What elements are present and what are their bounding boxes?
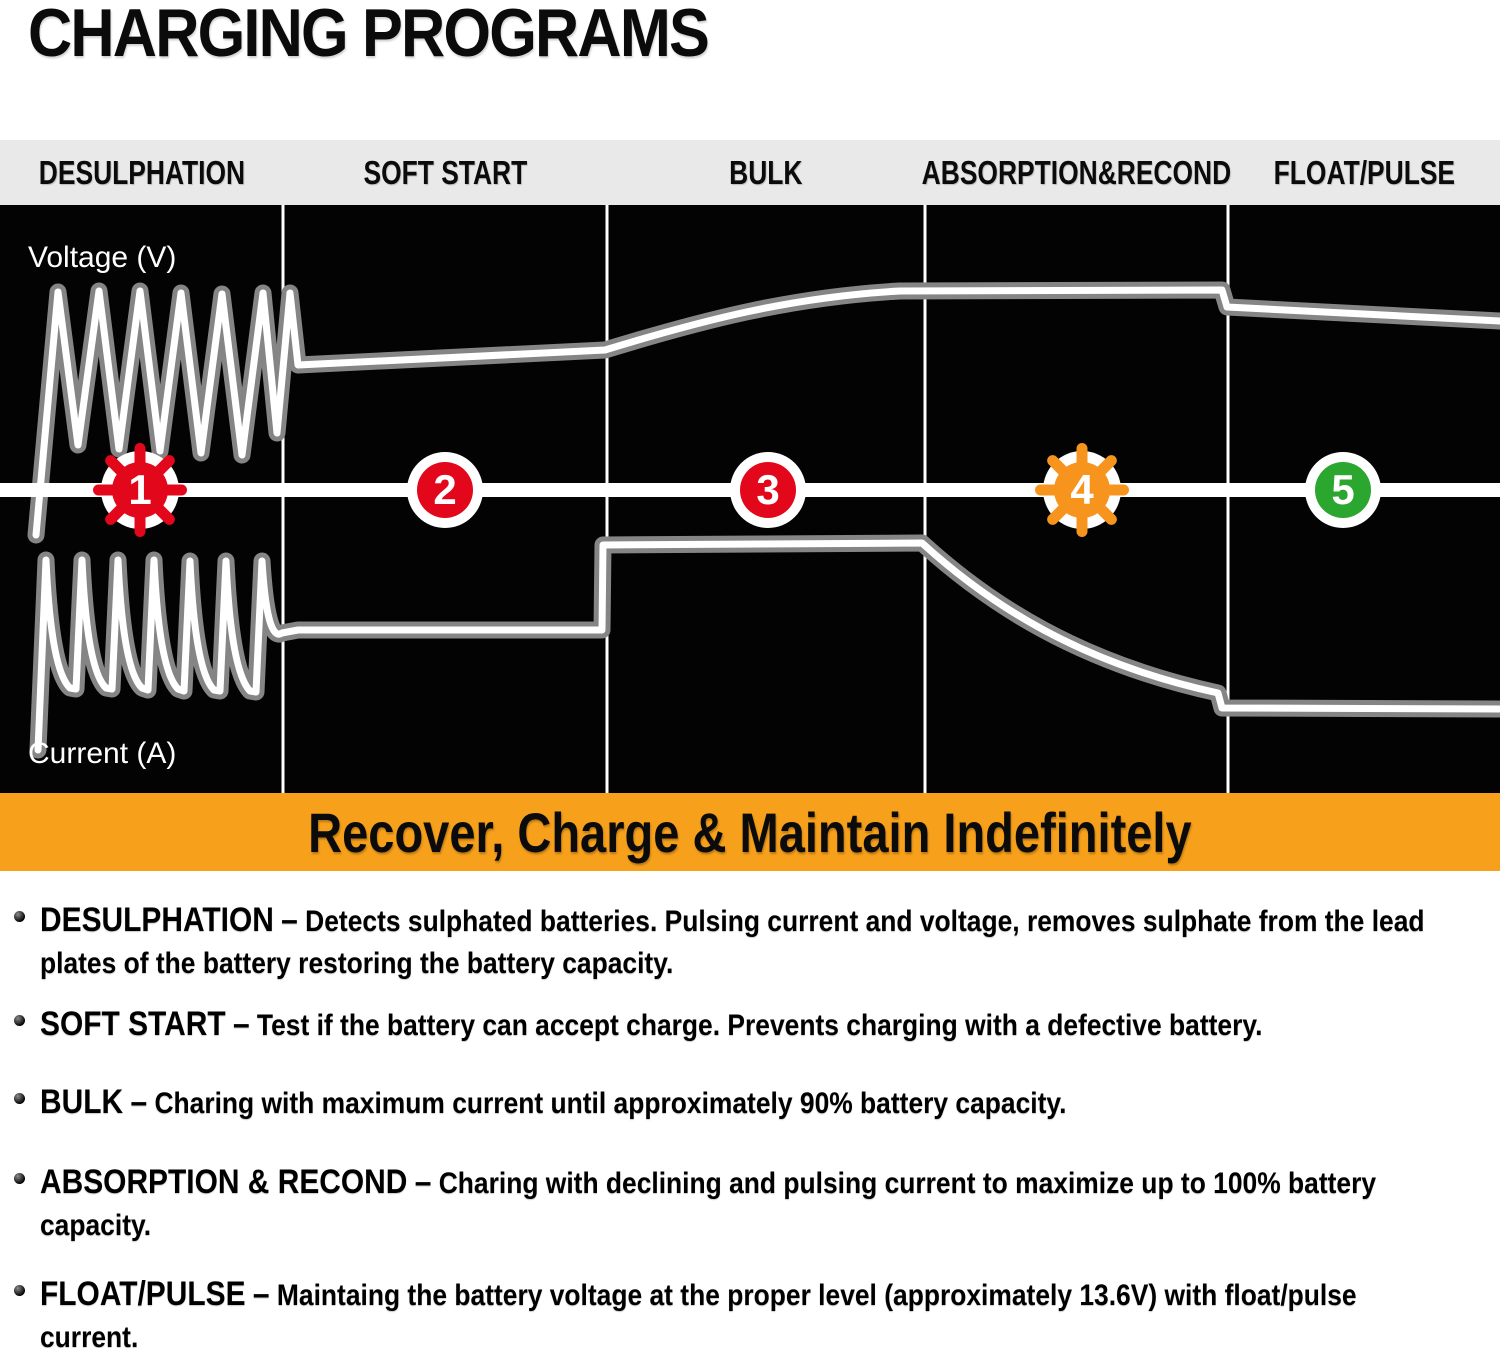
list-item: SOFT START – Test if the battery can acc…: [14, 1002, 1484, 1048]
stage-marker-5: 5: [1305, 452, 1381, 528]
stage-divider: [923, 205, 927, 793]
stage-header-bulk: BULK: [607, 140, 925, 205]
bullet-text: ABSORPTION & RECOND – Charing with decli…: [40, 1160, 1448, 1246]
marker-disc: [740, 462, 796, 518]
bullet-body: Maintaing the battery voltage at the pro…: [40, 1279, 1357, 1348]
marker-number: 4: [1070, 466, 1094, 513]
list-item: ABSORPTION & RECOND – Charing with decli…: [14, 1160, 1484, 1246]
stage-marker-1: 1: [93, 443, 187, 537]
bullet-text: FLOAT/PULSE – Maintaing the battery volt…: [40, 1272, 1448, 1348]
bullet-text: BULK – Charing with maximum current unti…: [40, 1080, 1448, 1126]
bullet-body: Charing with declining and pulsing curre…: [40, 1167, 1377, 1242]
page-title: CHARGING PROGRAMS: [28, 0, 710, 71]
banner-text: Recover, Charge & Maintain Indefinitely: [308, 800, 1192, 864]
description-list: DESULPHATION – Detects sulphated batteri…: [0, 871, 1500, 1348]
stage-header-absorption-recond: ABSORPTION&RECOND: [921, 140, 1232, 205]
stage-marker-3: 3: [730, 452, 806, 528]
dash-separator: –: [252, 1275, 270, 1313]
stage-divider: [1226, 205, 1230, 793]
stage-label: FLOAT/PULSE: [1273, 153, 1455, 191]
bullet-body: Detects sulphated batteries. Pulsing cur…: [40, 905, 1425, 980]
dash-separator: –: [130, 1083, 148, 1121]
stage-marker-2: 2: [407, 452, 483, 528]
stage-label: SOFT START: [363, 153, 527, 191]
stage-divider: [605, 205, 609, 793]
bullet-body: Charing with maximum current until appro…: [154, 1087, 1067, 1120]
bullet-dot-icon: [14, 1173, 25, 1184]
stage-divider: [281, 205, 285, 793]
bullet-heading: BULK: [40, 1083, 124, 1121]
bullet-dot-icon: [14, 1015, 25, 1026]
marker-number: 5: [1331, 466, 1354, 513]
dash-separator: –: [232, 1005, 250, 1043]
current-curve: [34, 539, 1500, 754]
marker-number: 3: [756, 466, 779, 513]
bullet-heading: FLOAT/PULSE: [40, 1275, 246, 1313]
bullet-heading: DESULPHATION: [40, 901, 274, 939]
banner: Recover, Charge & Maintain Indefinitely: [0, 793, 1500, 871]
bullet-body: Test if the battery can accept charge. P…: [256, 1009, 1263, 1042]
bullet-dot-icon: [14, 911, 25, 922]
bullet-heading: ABSORPTION & RECOND: [40, 1163, 408, 1201]
voltage-axis-label: Voltage (V): [28, 241, 176, 274]
stage-header-desulphation: DESULPHATION: [0, 140, 283, 205]
bullet-dot-icon: [14, 1285, 25, 1296]
bullet-heading: SOFT START: [40, 1005, 226, 1043]
bullet-text: SOFT START – Test if the battery can acc…: [40, 1002, 1448, 1048]
marker-disc: [112, 462, 168, 518]
stage-header-float-pulse: FLOAT/PULSE: [1228, 140, 1500, 205]
waveform-chart: Voltage (V) Current (A) 1: [0, 205, 1500, 793]
marker-disc: [417, 462, 473, 518]
marker-disc: [1054, 462, 1110, 518]
stage-label: DESULPHATION: [38, 153, 245, 191]
starburst-icon: [93, 443, 187, 537]
stage-marker-4: 4: [1035, 443, 1129, 537]
marker-number: 1: [128, 466, 151, 513]
waveform-svg: Voltage (V) Current (A) 1: [0, 205, 1500, 793]
stage-header: DESULPHATION SOFT START BULK ABSORPTION&…: [0, 140, 1500, 205]
list-item: BULK – Charing with maximum current unti…: [14, 1080, 1484, 1126]
list-item: DESULPHATION – Detects sulphated batteri…: [14, 898, 1484, 984]
marker-disc: [1315, 462, 1371, 518]
stage-header-soft-start: SOFT START: [283, 140, 607, 205]
dash-separator: –: [281, 901, 298, 939]
list-item: FLOAT/PULSE – Maintaing the battery volt…: [14, 1272, 1484, 1348]
current-axis-label: Current (A): [28, 737, 176, 770]
marker-number: 2: [433, 466, 456, 513]
voltage-curve: [32, 286, 1500, 539]
bullet-dot-icon: [14, 1093, 25, 1104]
stage-label: ABSORPTION&RECOND: [921, 153, 1232, 191]
bullet-text: DESULPHATION – Detects sulphated batteri…: [40, 898, 1448, 984]
dash-separator: –: [414, 1163, 432, 1201]
stage-label: BULK: [729, 153, 803, 191]
